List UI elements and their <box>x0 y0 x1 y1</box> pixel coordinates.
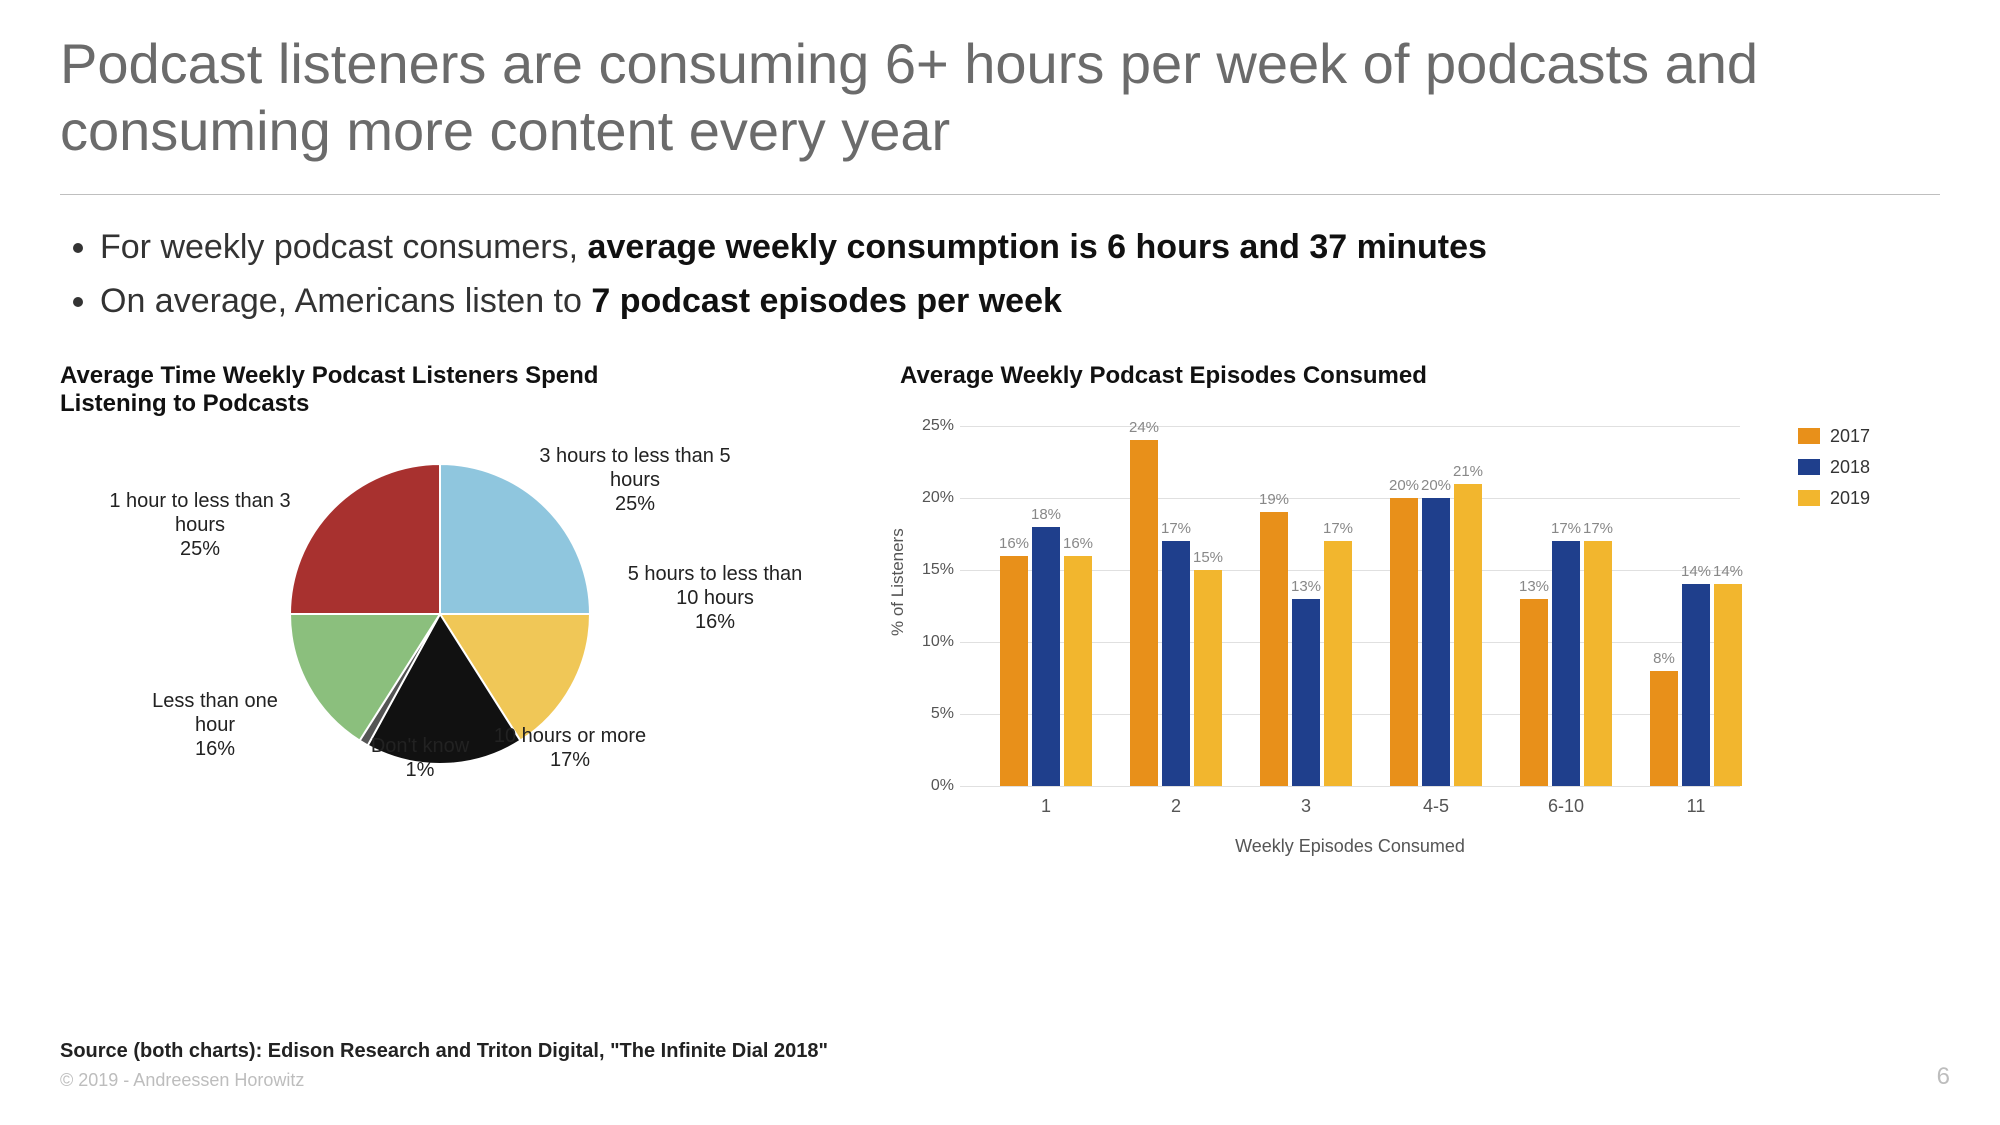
bar <box>1552 541 1580 786</box>
bar <box>1422 498 1450 786</box>
x-category-label: 1 <box>1041 796 1051 817</box>
pie-slice-label: 1 hour to less than 3 hours25% <box>100 489 300 561</box>
legend-label: 2018 <box>1830 457 1870 478</box>
copyright-text: © 2019 - Andreessen Horowitz <box>60 1070 304 1091</box>
pie-chart: 3 hours to less than 5 hours25% 5 hours t… <box>60 434 840 814</box>
bar <box>1032 527 1060 786</box>
pie-slice-label: 10 hours or more17% <box>490 724 650 772</box>
bar-group <box>1130 440 1222 786</box>
pie-chart-block: Average Time Weekly Podcast Listeners Sp… <box>60 362 840 866</box>
pie-slice-label: 5 hours to less than 10 hours16% <box>615 562 815 634</box>
bullet-item: For weekly podcast consumers, average we… <box>100 223 1940 272</box>
bar <box>1292 599 1320 786</box>
legend-label: 2019 <box>1830 488 1870 509</box>
bar-group <box>1520 541 1612 786</box>
x-category-label: 3 <box>1301 796 1311 817</box>
legend-label: 2017 <box>1830 426 1870 447</box>
bar-value-label: 14% <box>1678 563 1714 580</box>
bar-value-label: 21% <box>1450 463 1486 480</box>
grid-line <box>960 498 1740 499</box>
page-title: Podcast listeners are consuming 6+ hours… <box>60 30 1940 164</box>
legend-item: 2019 <box>1798 488 1870 509</box>
bar-plot: 0%5%10%15%20%25%16%18%16%124%17%15%219%1… <box>960 426 1740 786</box>
bar-value-label: 17% <box>1580 520 1616 537</box>
bar <box>1650 671 1678 786</box>
bar-group <box>1000 527 1092 786</box>
bar <box>1194 570 1222 786</box>
bar <box>1000 556 1028 786</box>
y-tick-label: 5% <box>910 705 954 723</box>
bar <box>1520 599 1548 786</box>
bar-value-label: 18% <box>1028 506 1064 523</box>
bar <box>1682 584 1710 786</box>
bar-xlabel: Weekly Episodes Consumed <box>960 836 1740 857</box>
bar-legend: 2017 2018 2019 <box>1798 426 1870 519</box>
legend-swatch <box>1798 459 1820 475</box>
bar-chart-title: Average Weekly Podcast Episodes Consumed <box>900 362 1880 390</box>
bar <box>1260 512 1288 786</box>
pie-slice <box>290 464 440 614</box>
y-tick-label: 25% <box>910 417 954 435</box>
pie-slice-label: Don't know1% <box>350 734 490 782</box>
bar <box>1130 440 1158 786</box>
y-tick-label: 10% <box>910 633 954 651</box>
bar-ylabel: % of Listeners <box>888 528 908 636</box>
x-category-label: 2 <box>1171 796 1181 817</box>
slide: Podcast listeners are consuming 6+ hours… <box>0 0 2000 1125</box>
pie-slice-label: 3 hours to less than 5 hours25% <box>535 444 735 516</box>
page-number: 6 <box>1937 1063 1950 1091</box>
x-category-label: 4-5 <box>1423 796 1449 817</box>
bar <box>1390 498 1418 786</box>
grid-line <box>960 786 1740 787</box>
bar-chart: % of Listeners 0%5%10%15%20%25%16%18%16%… <box>900 406 1880 866</box>
bar-group <box>1260 512 1352 786</box>
bar-value-label: 24% <box>1126 419 1162 436</box>
bar-chart-block: Average Weekly Podcast Episodes Consumed… <box>900 362 1880 866</box>
bar <box>1584 541 1612 786</box>
bar <box>1324 541 1352 786</box>
legend-swatch <box>1798 428 1820 444</box>
bar-value-label: 19% <box>1256 491 1292 508</box>
x-category-label: 6-10 <box>1548 796 1584 817</box>
pie-chart-title: Average Time Weekly Podcast Listeners Sp… <box>60 362 680 418</box>
bar <box>1162 541 1190 786</box>
divider <box>60 194 1940 195</box>
bar <box>1454 484 1482 786</box>
bar <box>1064 556 1092 786</box>
bar-value-label: 17% <box>1548 520 1584 537</box>
pie-slice-label: Less than one hour16% <box>145 689 285 761</box>
bullet-list: For weekly podcast consumers, average we… <box>100 223 1940 326</box>
bar-group <box>1650 584 1742 786</box>
legend-swatch <box>1798 490 1820 506</box>
source-text: Source (both charts): Edison Research an… <box>60 1040 828 1063</box>
bar-value-label: 14% <box>1710 563 1746 580</box>
y-tick-label: 20% <box>910 489 954 507</box>
x-category-label: 11 <box>1687 796 1706 817</box>
legend-item: 2017 <box>1798 426 1870 447</box>
legend-item: 2018 <box>1798 457 1870 478</box>
y-tick-label: 15% <box>910 561 954 579</box>
bar-group <box>1390 484 1482 786</box>
bar <box>1714 584 1742 786</box>
charts-row: Average Time Weekly Podcast Listeners Sp… <box>60 362 1940 866</box>
y-tick-label: 0% <box>910 777 954 795</box>
grid-line <box>960 426 1740 427</box>
bullet-item: On average, Americans listen to 7 podcas… <box>100 277 1940 326</box>
